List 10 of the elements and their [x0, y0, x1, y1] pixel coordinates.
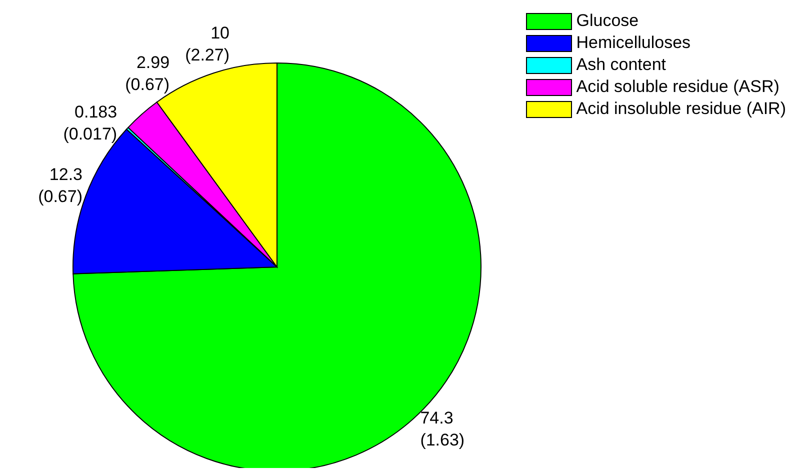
data-label: 0.183 (0.017): [63, 103, 118, 144]
legend-label: Acid insoluble residue (AIR): [576, 99, 786, 119]
data-label: 74.3 (1.63): [420, 409, 465, 450]
legend-label: Hemicelluloses: [576, 33, 691, 53]
legend-label: Acid soluble residue (ASR): [576, 77, 780, 97]
data-label: 2.99 (0.67): [125, 54, 170, 95]
legend-label: Glucose: [576, 11, 639, 31]
data-label: 12.3 (0.67): [38, 165, 83, 206]
legend-label: Ash content: [576, 55, 666, 75]
data-label: 10 (2.27): [185, 24, 230, 65]
